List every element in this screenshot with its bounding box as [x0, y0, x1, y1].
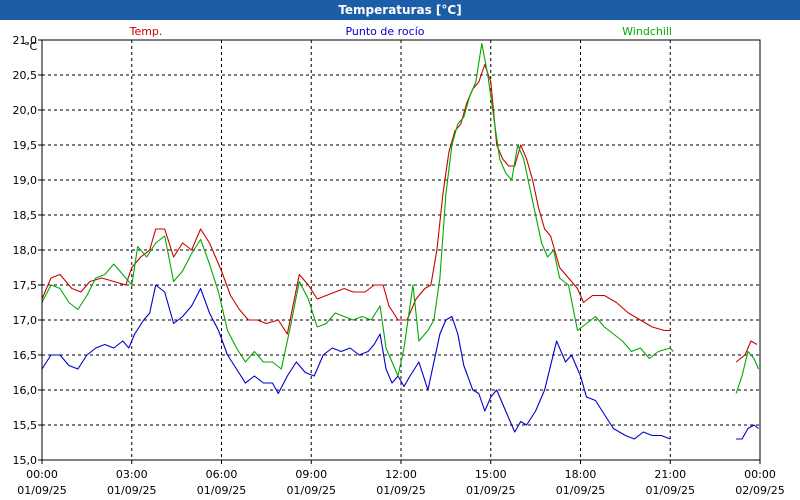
x-tick-date: 01/09/25: [646, 484, 695, 497]
x-tick-time: 06:00: [206, 468, 238, 481]
y-tick-label: 17,0: [13, 314, 38, 327]
y-tick-label: 19,5: [13, 139, 38, 152]
x-tick-time: 18:00: [565, 468, 597, 481]
y-tick-label: 16,5: [13, 349, 38, 362]
y-tick-label: 21,0: [13, 34, 38, 47]
x-tick-time: 00:00: [26, 468, 58, 481]
y-tick-label: 18,0: [13, 244, 38, 257]
y-tick-label: 17,5: [13, 279, 38, 292]
grid: [42, 39, 760, 460]
x-tick-time: 09:00: [295, 468, 327, 481]
x-tick-date: 01/09/25: [556, 484, 605, 497]
x-tick-time: 12:00: [385, 468, 417, 481]
y-tick-label: 16,0: [13, 384, 38, 397]
legend: Temp. Punto de rocío Windchill: [129, 25, 672, 38]
y-tick-label: 18,5: [13, 209, 38, 222]
x-axis-ticks: 00:00 01/09/25 03:00 01/09/25 06:00 01/09/25 0…: [17, 460, 785, 497]
legend-entry: Temp.: [129, 25, 163, 38]
series-line-1: [736, 424, 759, 440]
x-tick-date: 01/09/25: [107, 484, 156, 497]
x-tick-date: 01/09/25: [376, 484, 425, 497]
series-line-0: [735, 340, 758, 363]
legend-entry: Punto de rocío: [345, 25, 424, 38]
y-tick-label: 20,0: [13, 104, 38, 117]
y-tick-label: 20,5: [13, 69, 38, 82]
x-tick-date: 01/09/25: [466, 484, 515, 497]
series-layer: [41, 42, 760, 440]
y-tick-label: 15,0: [13, 454, 38, 467]
series-line-2: [41, 42, 674, 377]
x-tick-time: 21:00: [654, 468, 686, 481]
legend-entry: Windchill: [622, 25, 672, 38]
y-tick-label: 15,5: [13, 419, 38, 432]
x-tick-time: 00:00: [744, 468, 776, 481]
series-line-0: [41, 63, 671, 335]
x-tick-time: 03:00: [116, 468, 148, 481]
x-tick-date: 01/09/25: [287, 484, 336, 497]
y-axis-label: °C: [24, 40, 38, 53]
series-line-2: [735, 350, 760, 394]
y-axis-ticks: 15,0 15,5 16,0 16,5 17,0 17,5 18,0 18,5 19,0 19,5…: [13, 34, 42, 467]
y-tick-label: 19,0: [13, 174, 38, 187]
x-tick-date: 01/09/25: [17, 484, 66, 497]
x-tick-time: 15:00: [475, 468, 507, 481]
series-line-1: [41, 284, 671, 440]
x-tick-date: 01/09/25: [197, 484, 246, 497]
chart-title: Temperaturas [°C]: [0, 0, 800, 20]
x-tick-date: 02/09/25: [735, 484, 784, 497]
